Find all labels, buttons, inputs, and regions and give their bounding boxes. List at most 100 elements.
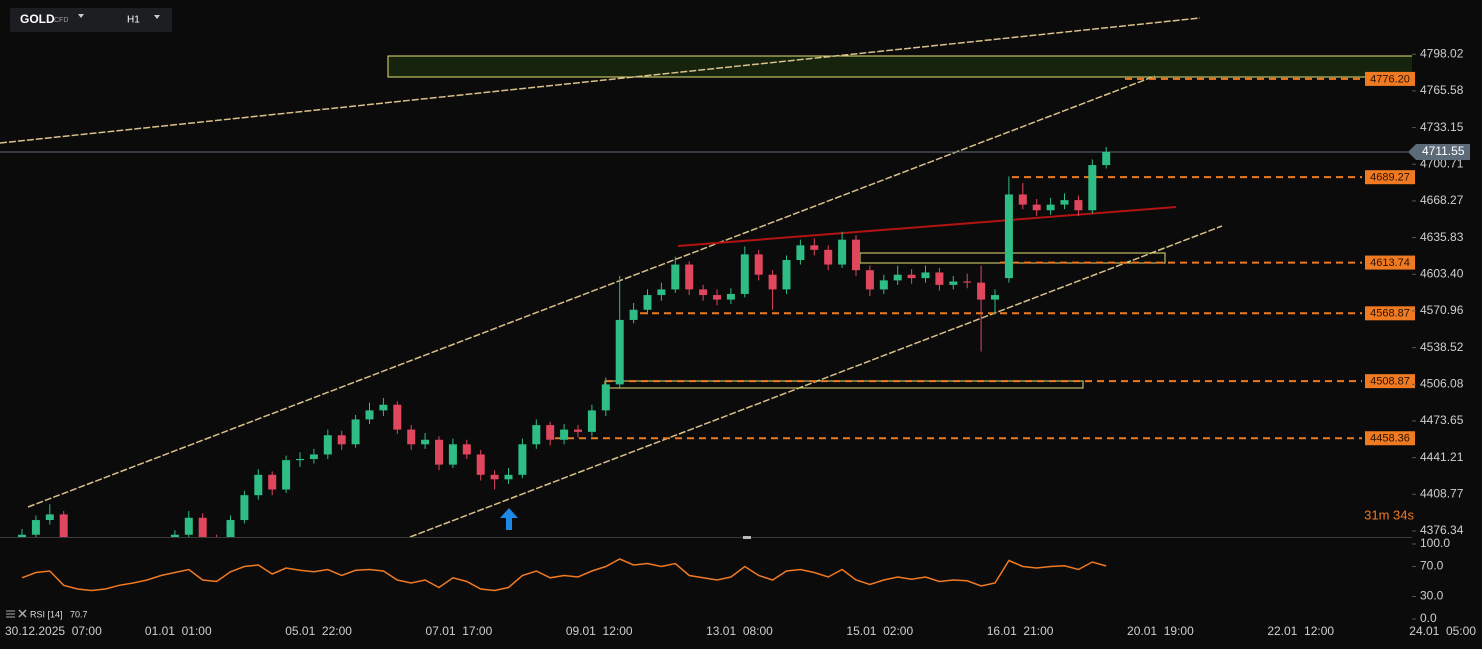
y-tick-label: 4765.58 bbox=[1420, 83, 1464, 97]
candle-body bbox=[1046, 204, 1055, 211]
y-tick-label: 4441.21 bbox=[1420, 450, 1464, 464]
candle-body bbox=[699, 289, 708, 296]
rsi-legend-icons[interactable] bbox=[6, 609, 27, 618]
candle-countdown: 31m 34s bbox=[1364, 507, 1414, 522]
level-tag bbox=[1365, 170, 1415, 185]
candles bbox=[18, 146, 1111, 537]
dropdown-icon[interactable] bbox=[154, 15, 160, 19]
candle-body bbox=[601, 384, 610, 411]
candle-body bbox=[504, 474, 513, 480]
candle-body bbox=[810, 245, 819, 250]
x-tick-label: 30.12.2025 07:00 bbox=[5, 624, 102, 638]
candle-body bbox=[462, 444, 471, 455]
rsi-line bbox=[21, 558, 1107, 592]
candle-body bbox=[226, 520, 235, 537]
candle-body bbox=[1088, 165, 1097, 211]
rsi-tick-label: 100.0 bbox=[1420, 536, 1450, 550]
candle-body bbox=[198, 517, 207, 537]
x-tick-label: 20.01 19:00 bbox=[1127, 624, 1194, 638]
x-tick-label: 07.01 17:00 bbox=[426, 624, 493, 638]
candle-body bbox=[421, 439, 430, 445]
candle-body bbox=[977, 282, 986, 300]
time-axis: 30.12.2025 07:00 01.01 01:00 05.01 22:00 07… bbox=[5, 624, 1476, 638]
candle-body bbox=[560, 429, 569, 440]
level-label: 4613.74 bbox=[1370, 257, 1410, 269]
candle-body bbox=[671, 264, 680, 290]
level-label: 4776.20 bbox=[1370, 73, 1410, 85]
rsi-pane: 100.0 70.0 30.0 0.0 bbox=[21, 536, 1450, 625]
x-tick-label: 13.01 08:00 bbox=[706, 624, 773, 638]
level-label: 4689.27 bbox=[1370, 172, 1410, 184]
candle-body bbox=[365, 410, 374, 420]
candle-body bbox=[629, 309, 638, 320]
level-tag bbox=[1365, 431, 1415, 446]
candle-body bbox=[309, 454, 318, 459]
candle-body bbox=[893, 274, 902, 281]
candle-body bbox=[685, 264, 694, 290]
candle-body bbox=[865, 270, 874, 290]
candle-body bbox=[782, 260, 791, 290]
candle-body bbox=[740, 254, 749, 294]
candle-body bbox=[949, 281, 958, 285]
y-tick-label: 4538.52 bbox=[1420, 340, 1464, 354]
candle-body bbox=[282, 460, 291, 490]
rsi-value: 70.7 bbox=[70, 609, 88, 619]
candle-body bbox=[435, 439, 443, 465]
candle-body bbox=[1032, 204, 1041, 211]
candle-body bbox=[18, 534, 26, 537]
rsi-label: RSI [14] bbox=[30, 609, 63, 619]
candle-body bbox=[713, 295, 721, 300]
candle-body bbox=[574, 429, 582, 432]
y-tick-label: 4668.27 bbox=[1420, 193, 1464, 207]
symbol-box[interactable] bbox=[10, 8, 172, 32]
candle-body bbox=[1060, 200, 1069, 205]
candle-body bbox=[963, 281, 972, 283]
symbol[interactable]: GOLD bbox=[20, 12, 55, 26]
candle-body bbox=[1018, 194, 1027, 205]
candle-body bbox=[907, 274, 916, 279]
candle-body bbox=[351, 419, 360, 445]
candle-body bbox=[379, 404, 388, 411]
y-tick-label: 4798.02 bbox=[1420, 46, 1464, 60]
candle-body bbox=[824, 249, 833, 265]
candle-body bbox=[1004, 194, 1013, 279]
candle-body bbox=[879, 280, 888, 290]
rsi-tick-label: 30.0 bbox=[1420, 589, 1444, 603]
y-tick-label: 4408.77 bbox=[1420, 486, 1464, 500]
trend-line bbox=[0, 17, 1201, 144]
level-label: 4568.87 bbox=[1370, 308, 1410, 320]
candle-body bbox=[254, 474, 263, 496]
close-icon[interactable] bbox=[18, 609, 27, 618]
candle-body bbox=[170, 534, 179, 537]
timeframe[interactable]: H1 bbox=[127, 15, 140, 26]
candle-body bbox=[838, 239, 847, 265]
rsi-tick-label: 0.0 bbox=[1420, 611, 1437, 625]
symbol-type: CFD bbox=[54, 17, 68, 24]
level-tag bbox=[1365, 255, 1415, 270]
channel-upper bbox=[27, 75, 1156, 508]
candle-body bbox=[268, 474, 277, 490]
level-label: 4458.36 bbox=[1370, 433, 1410, 445]
x-tick-label: 24.01 05:00 bbox=[1409, 624, 1476, 638]
price-axis: 4798.024765.584733.154700.714668.274635.… bbox=[1408, 46, 1470, 537]
candle-body bbox=[490, 474, 499, 480]
candle-body bbox=[935, 272, 944, 285]
candle-body bbox=[476, 454, 485, 475]
level-tag bbox=[1365, 306, 1415, 321]
candle-body bbox=[337, 435, 346, 445]
candle-body bbox=[184, 517, 193, 535]
pane-handle bbox=[743, 536, 751, 539]
x-tick-label: 01.01 01:00 bbox=[145, 624, 212, 638]
y-tick-label: 4635.83 bbox=[1420, 230, 1464, 244]
candle-body bbox=[45, 514, 54, 521]
candle-body bbox=[59, 514, 68, 537]
dropdown-icon[interactable] bbox=[78, 14, 84, 18]
candle-body bbox=[546, 425, 555, 440]
levels: 4776.20 4689.27 4613.74 4568.87 4508.87 4458.… bbox=[0, 71, 1415, 446]
x-tick-label: 22.01 12:00 bbox=[1267, 624, 1334, 638]
level-label: 4508.87 bbox=[1370, 376, 1410, 388]
current-price-tag bbox=[1408, 143, 1470, 160]
